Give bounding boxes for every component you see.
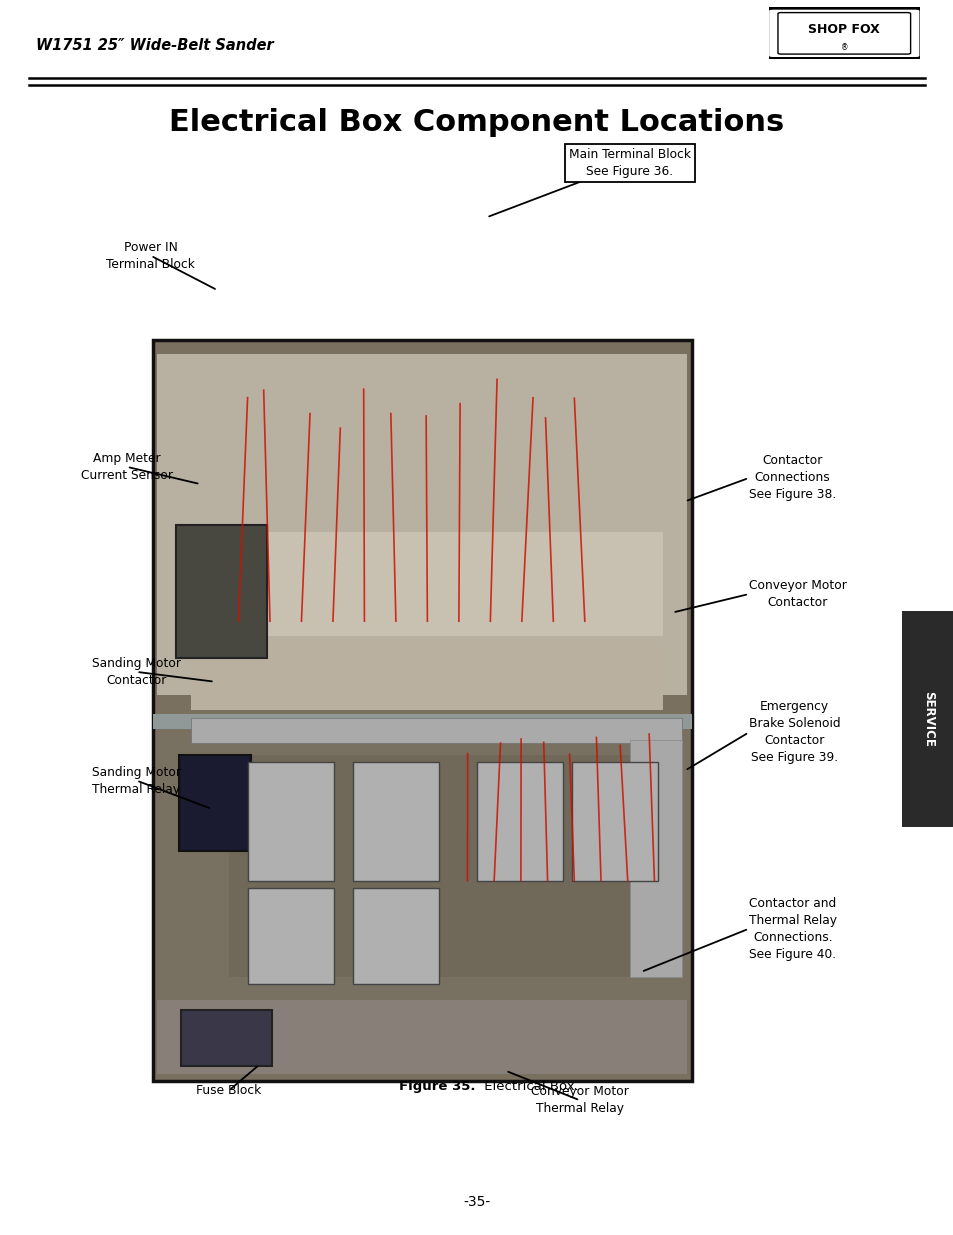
Bar [181, 1010, 272, 1066]
Text: Electrical Box.: Electrical Box. [479, 1081, 578, 1093]
Bar [176, 525, 267, 658]
Text: Sanding Motor
Contactor: Sanding Motor Contactor [91, 657, 181, 687]
Text: Amp Meter
Current Sensor: Amp Meter Current Sensor [81, 452, 172, 482]
Bar [152, 714, 691, 729]
Bar [152, 340, 691, 1081]
Bar [157, 734, 686, 1074]
Text: Figure 35.: Figure 35. [398, 1081, 475, 1093]
Bar [191, 643, 662, 710]
FancyBboxPatch shape [777, 12, 910, 54]
Bar [572, 762, 658, 881]
Bar [157, 354, 686, 695]
Text: Sanding Motor
Thermal Relay: Sanding Motor Thermal Relay [91, 766, 181, 795]
Bar [248, 888, 334, 984]
Text: Contactor
Connections
See Figure 38.: Contactor Connections See Figure 38. [748, 454, 835, 501]
Text: SERVICE: SERVICE [921, 692, 934, 747]
Bar [157, 1000, 686, 1074]
Text: SHOP FOX: SHOP FOX [807, 22, 880, 36]
Bar [353, 762, 438, 881]
Text: Power IN
Terminal Block: Power IN Terminal Block [106, 241, 195, 270]
Text: Conveyor Motor
Thermal Relay: Conveyor Motor Thermal Relay [531, 1086, 628, 1115]
Text: Electrical Box Component Locations: Electrical Box Component Locations [170, 107, 783, 137]
Bar [191, 718, 681, 743]
Bar [248, 762, 334, 881]
FancyBboxPatch shape [766, 7, 921, 59]
Text: Main Terminal Block
See Figure 36.: Main Terminal Block See Figure 36. [568, 148, 690, 178]
Bar [353, 888, 438, 984]
Text: Fuse Block: Fuse Block [196, 1084, 261, 1097]
Text: W1751 25″ Wide-Belt Sander: W1751 25″ Wide-Belt Sander [36, 38, 274, 53]
Bar [179, 755, 251, 851]
Text: Emergency
Brake Solenoid
Contactor
See Figure 39.: Emergency Brake Solenoid Contactor See F… [748, 700, 840, 764]
Bar [229, 755, 649, 977]
Text: -35-: -35- [463, 1194, 490, 1209]
Bar [629, 740, 681, 977]
Text: ®: ® [840, 43, 847, 52]
Text: Contactor and
Thermal Relay
Connections.
See Figure 40.: Contactor and Thermal Relay Connections.… [748, 897, 836, 961]
Bar [191, 532, 662, 636]
Bar [476, 762, 562, 881]
Text: Conveyor Motor
Contactor: Conveyor Motor Contactor [748, 579, 846, 609]
